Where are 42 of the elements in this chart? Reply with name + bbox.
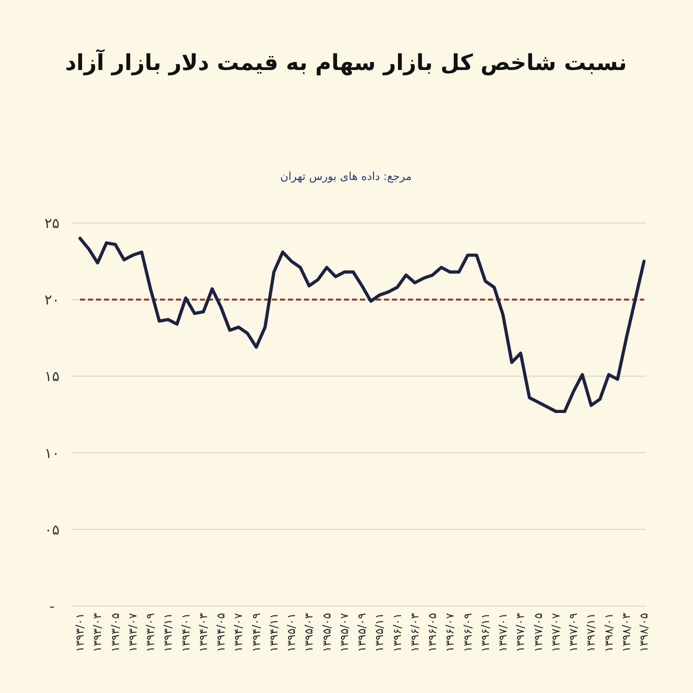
x-tick-label: ۱۳۹۵/۰۵	[320, 612, 334, 652]
x-tick-label: ۱۳۹۶/۰۵	[426, 612, 439, 652]
x-tick-label: ۱۳۹۵/۱۱	[373, 613, 386, 652]
x-tick-label: ۱۳۹۶/۰۱	[390, 613, 404, 652]
x-tick-label: ۱۳۹۳/۰۵	[108, 612, 122, 652]
y-tick-label: ۲۰	[44, 292, 60, 309]
y-tick-label: ۲۵	[44, 216, 60, 232]
x-tick-label: ۱۳۹۴/۰۳	[196, 612, 210, 652]
x-tick-label: ۱۳۹۷/۰۵	[532, 612, 545, 652]
x-tick-label: ۱۳۹۵/۰۱	[285, 613, 298, 652]
x-tick-label: ۱۳۹۵/۰۳	[302, 612, 316, 652]
x-tick-label: ۱۳۹۶/۰۳	[408, 612, 422, 652]
x-tick-label: ۱۳۹۳/۱۱	[162, 613, 175, 652]
x-tick-label: ۱۳۹۳/۰۷	[126, 612, 140, 652]
x-tick-label: ۱۳۹۷/۰۳	[514, 612, 528, 652]
x-tick-label: ۱۳۹۸/۰۵	[638, 612, 650, 652]
y-tick-label: ۱۰	[44, 446, 60, 462]
x-tick-label: ۱۳۹۴/۰۱	[179, 613, 192, 652]
x-tick-label: ۱۳۹۴/۰۷	[232, 612, 246, 652]
y-tick-label: ۱۵	[44, 369, 60, 386]
x-tick-label: ۱۳۹۸/۰۱	[602, 613, 616, 652]
x-tick-label: ۱۳۹۴/۰۹	[250, 612, 263, 652]
y-tick-label: ۰۵	[44, 522, 60, 538]
x-tick-label: ۱۳۹۷/۱۱	[584, 613, 598, 652]
x-tick-label: ۱۳۹۵/۰۹	[356, 612, 368, 652]
x-tick-label: ۱۳۹۳/۰۱	[74, 613, 86, 652]
x-tick-label: ۱۳۹۴/۱۱	[267, 613, 280, 652]
x-tick-label: ۱۳۹۶/۰۷	[444, 612, 457, 652]
x-tick-label: ۱۳۹۳/۰۹	[144, 612, 157, 652]
x-tick-label: ۱۳۹۵/۰۷	[338, 612, 351, 652]
x-tick-label: ۱۳۹۸/۰۳	[620, 612, 633, 652]
text: مرجع: داده های بورس تهران	[280, 170, 412, 183]
x-tick-label: ۱۳۹۴/۰۵	[214, 612, 228, 652]
x-tick-label: ۱۳۹۳/۰۳	[91, 612, 104, 652]
x-tick-label: ۱۳۹۷/۰۱	[496, 613, 510, 652]
x-tick-label: ۱۳۹۶/۱۱	[478, 613, 492, 652]
y-tick-label: -	[49, 599, 55, 615]
chart-title: نسبت شاخص کل بازار سهام به قیمت دلار بازار آزاد	[65, 49, 627, 76]
x-tick-label: ۱۳۹۶/۰۹	[461, 612, 474, 652]
line-series	[78, 236, 646, 414]
x-tick-label: ۱۳۹۷/۰۹	[567, 612, 580, 652]
x-tick-label: ۱۳۹۷/۰۷	[549, 612, 562, 652]
